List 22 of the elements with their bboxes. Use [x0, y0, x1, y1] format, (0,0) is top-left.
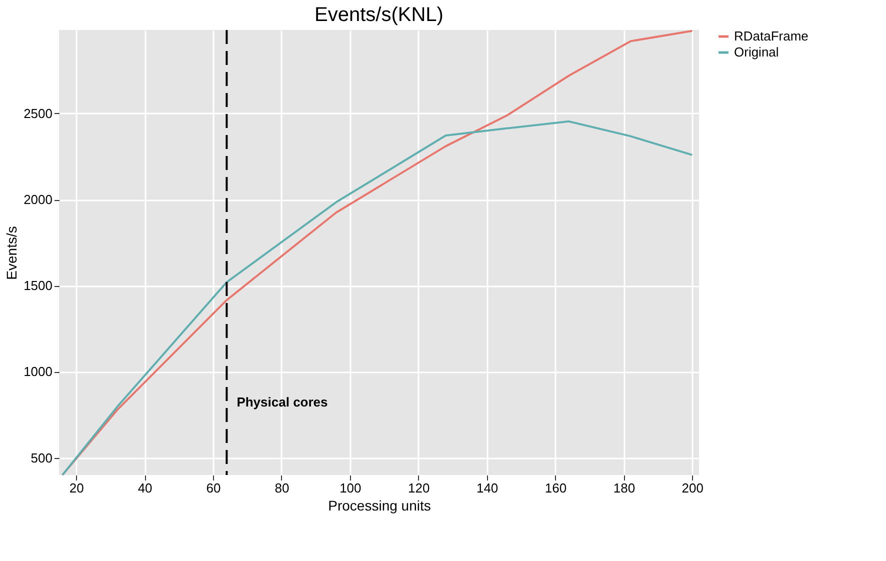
y-tick-label: 1000 — [24, 364, 52, 380]
legend-label: RDataFrame — [734, 28, 808, 44]
x-tick-label: 120 — [408, 480, 430, 496]
x-tick-label: 140 — [476, 480, 498, 496]
line-series — [61, 120, 694, 476]
legend-label: Original — [734, 44, 779, 60]
y-tick-label: 2500 — [24, 106, 52, 121]
x-tick-label: 40 — [138, 480, 152, 496]
annotation: Physical cores — [236, 394, 328, 410]
y-tick-label: 2000 — [24, 192, 52, 208]
y-tick-label: 1500 — [24, 278, 52, 294]
x-tick-label: 160 — [544, 480, 567, 496]
y-tick-label: 500 — [30, 450, 52, 466]
y-axis-title: Events/s — [4, 226, 20, 280]
x-axis-title: Processing units — [328, 498, 431, 514]
x-tick-label: 60 — [206, 480, 221, 496]
x-tick-label: 100 — [340, 480, 362, 496]
x-tick-label: 180 — [613, 480, 636, 496]
x-tick-label: 20 — [69, 480, 84, 496]
chart-title: Events/s(KNL) — [314, 4, 444, 26]
x-tick-label: 80 — [274, 480, 290, 496]
x-tick-label: 200 — [682, 480, 704, 496]
